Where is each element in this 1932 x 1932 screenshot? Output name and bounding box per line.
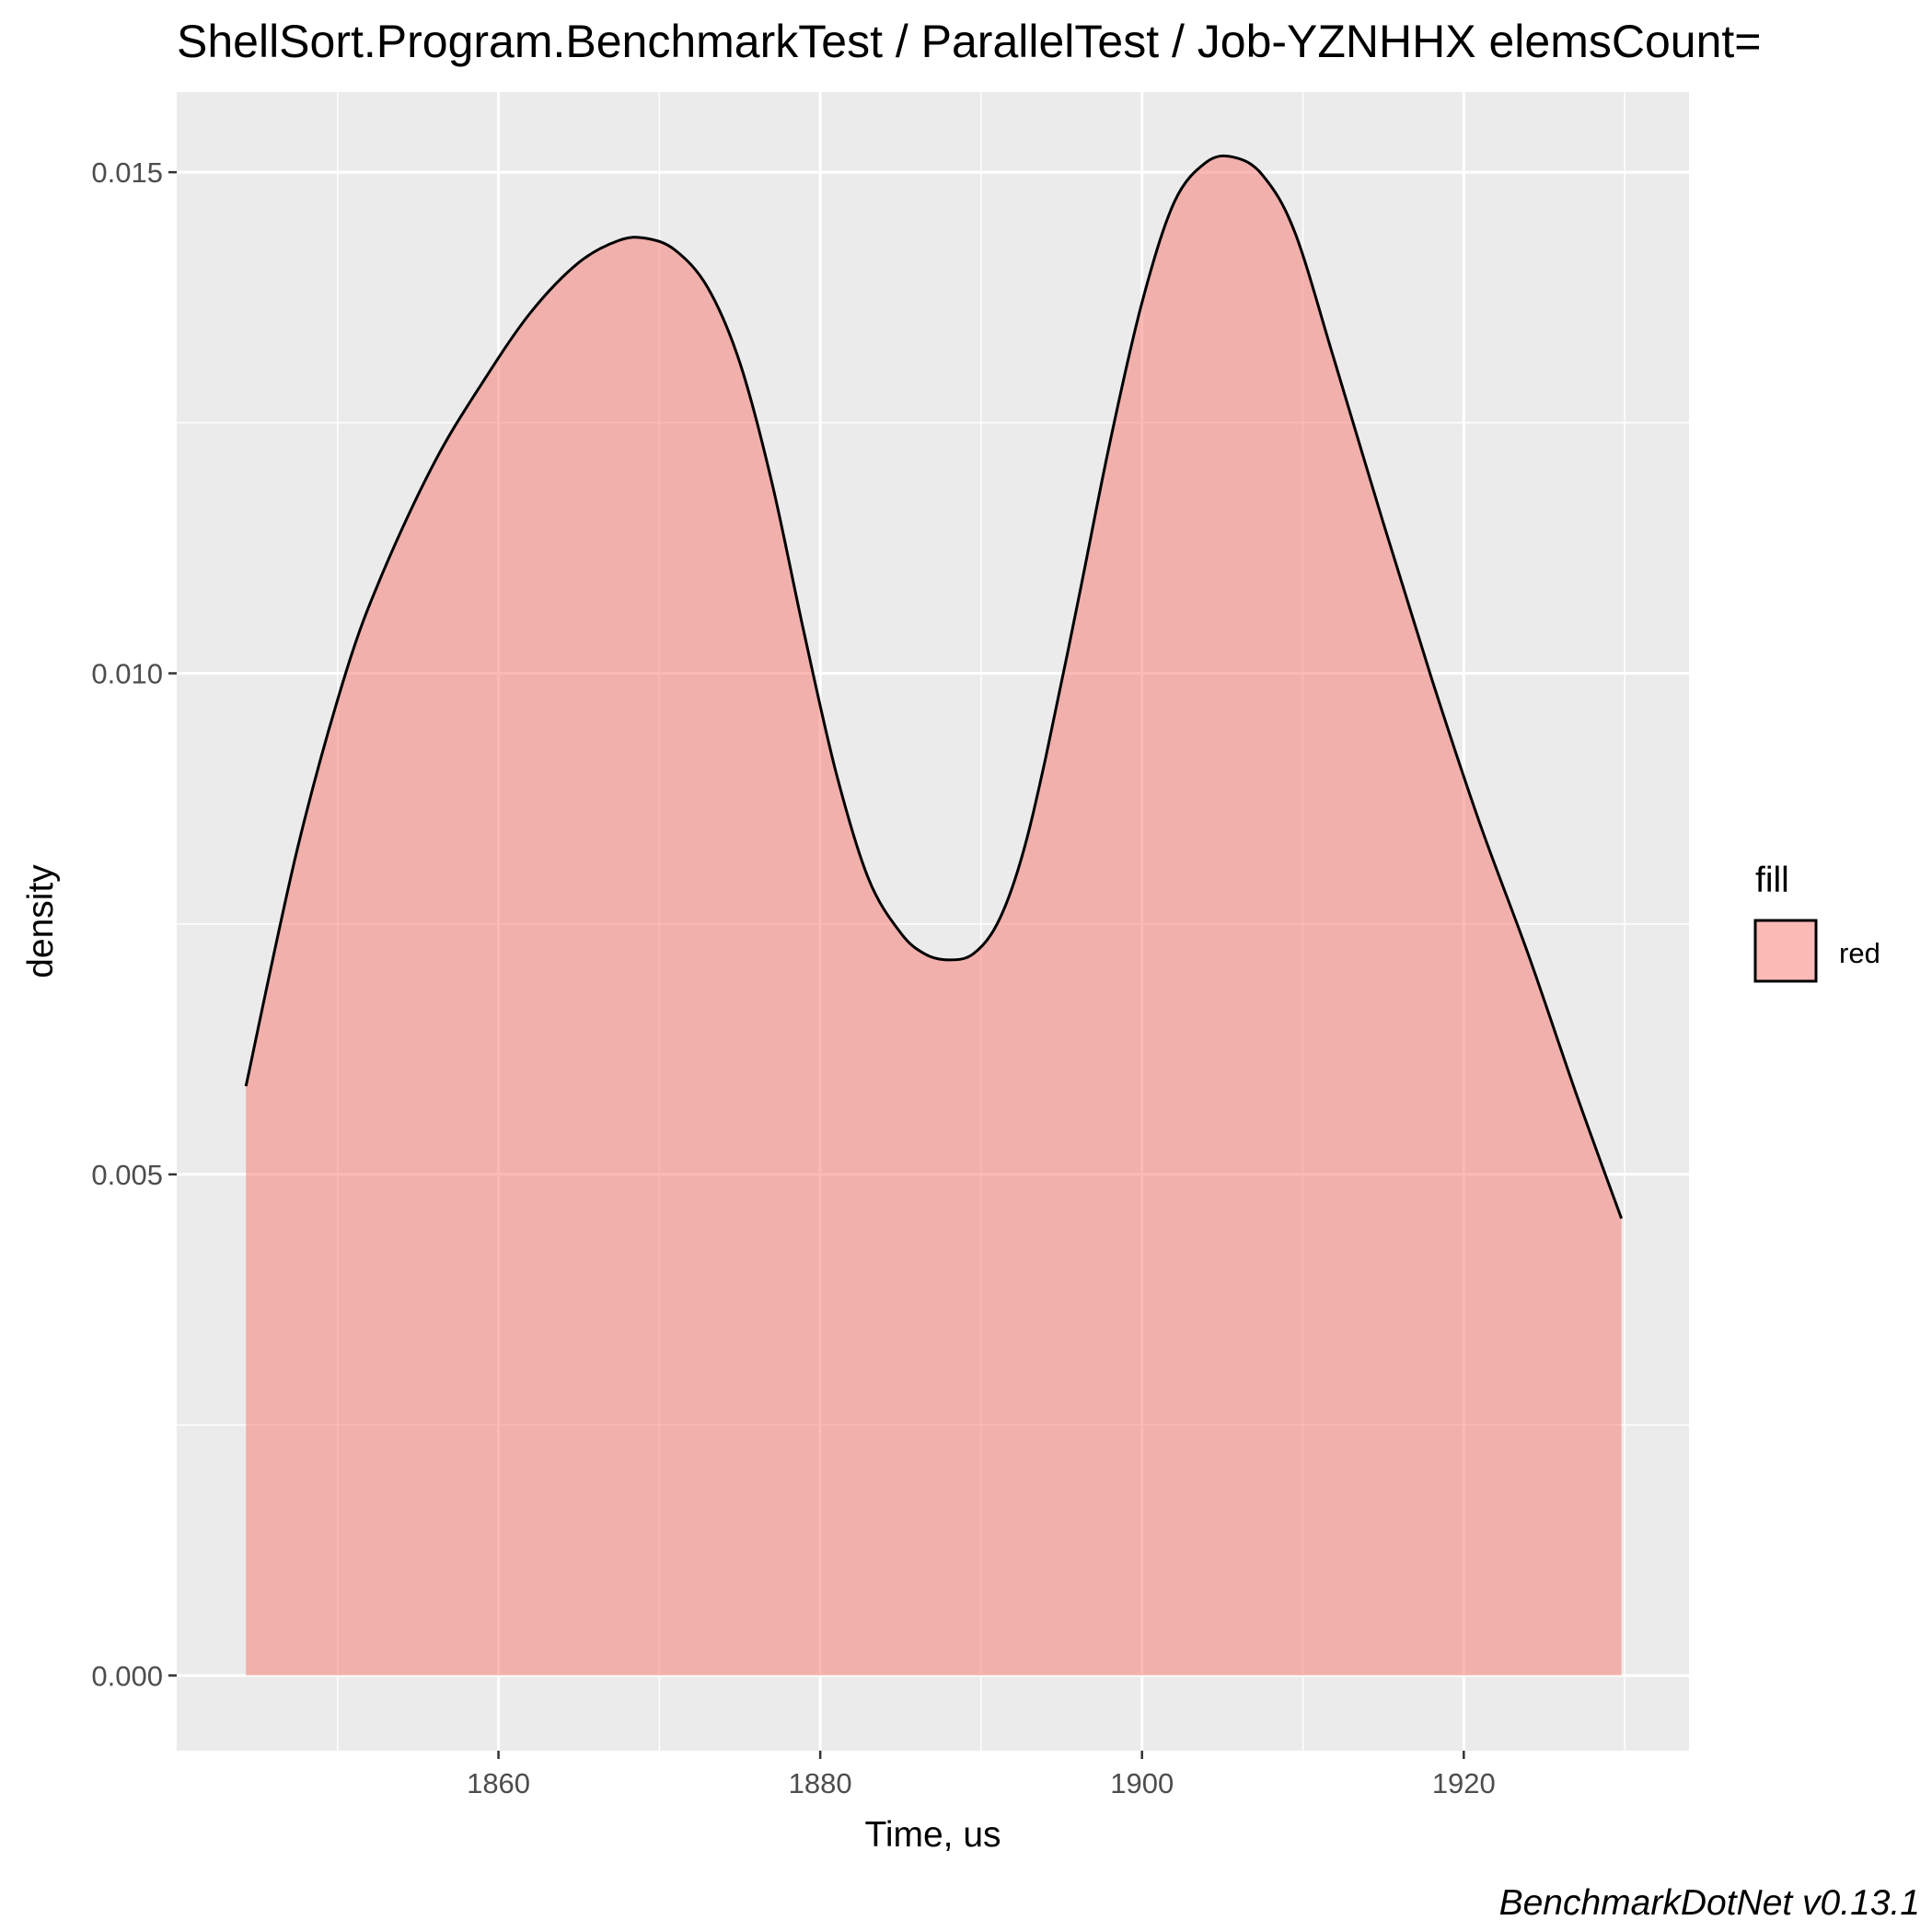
chart-caption: BenchmarkDotNet v0.13.1 [1499, 1883, 1920, 1923]
density-line-red [244, 154, 1624, 1220]
y-axis-title: density [21, 864, 61, 978]
y-tick-label: 0.005 [91, 1159, 163, 1191]
y-axis: 0.000 0.005 0.010 0.015 [91, 156, 177, 1692]
legend-key-red [1753, 919, 1818, 983]
legend-label-red: red [1839, 937, 1880, 969]
y-tick-label: 0.015 [91, 156, 163, 189]
x-axis-title: Time, us [864, 1815, 1001, 1855]
legend: fill red [1753, 861, 1880, 983]
chart-title: ShellSort.Program.BenchmarkTest / Parall… [177, 16, 1761, 67]
y-tick-label: 0.010 [91, 658, 163, 690]
legend-title: fill [1755, 861, 1789, 900]
density-layer [244, 154, 1624, 1676]
y-tick-label: 0.000 [91, 1660, 163, 1692]
x-tick-label: 1880 [789, 1767, 852, 1799]
x-tick-label: 1900 [1110, 1767, 1174, 1799]
density-area-red [246, 156, 1622, 1676]
x-tick-label: 1920 [1432, 1767, 1496, 1799]
x-tick-label: 1860 [467, 1767, 530, 1799]
x-axis: 1860 1880 1900 1920 [467, 1751, 1496, 1799]
